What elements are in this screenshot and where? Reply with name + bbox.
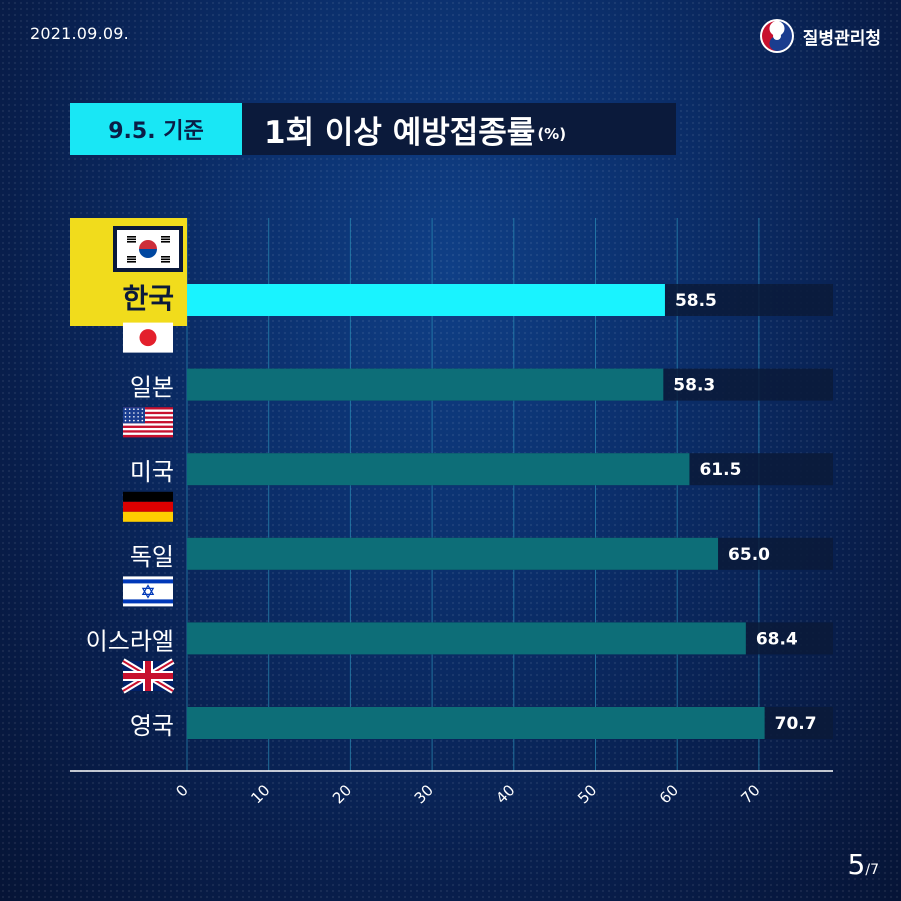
bar-value-label: 58.5 xyxy=(675,291,717,311)
bar xyxy=(187,284,665,316)
category-label: 독일 xyxy=(130,543,174,571)
reference-date-badge: 9.5. 기준 xyxy=(70,103,242,155)
category-label: 일본 xyxy=(130,374,174,402)
kdca-logo-icon xyxy=(759,19,794,53)
uk-flag-icon xyxy=(121,658,175,694)
x-tick-label: 60 xyxy=(656,781,682,807)
bar xyxy=(187,453,690,486)
x-tick-label: 50 xyxy=(574,781,600,807)
bar-value-label: 68.4 xyxy=(756,629,798,649)
bar-value-label: 61.5 xyxy=(699,460,741,480)
bar-value-label: 58.3 xyxy=(673,376,715,396)
page-current: 5 xyxy=(847,848,866,881)
title-box: 1회 이상 예방접종률 (%) xyxy=(242,103,676,155)
korea-flag-icon xyxy=(113,226,183,272)
x-tick-label: 30 xyxy=(411,781,437,807)
category-label: 한국 xyxy=(122,282,174,315)
x-tick-label: 70 xyxy=(737,781,763,807)
bar-value-label: 70.7 xyxy=(775,714,817,734)
x-tick-label: 0 xyxy=(172,781,191,800)
title-bar: 9.5. 기준 1회 이상 예방접종률 (%) xyxy=(70,103,676,155)
x-tick-label: 10 xyxy=(247,781,273,807)
category-label: 이스라엘 xyxy=(86,627,174,655)
release-date: 2021.09.09. xyxy=(30,24,129,43)
japan-flag-icon xyxy=(123,322,173,353)
brand: 질병관리청 xyxy=(759,18,881,54)
bar xyxy=(187,368,664,401)
bar xyxy=(187,622,746,655)
category-label: 영국 xyxy=(130,712,174,740)
x-tick-label: 40 xyxy=(492,781,518,807)
x-tick-label: 20 xyxy=(329,781,355,807)
bar-value-label: 65.0 xyxy=(728,545,770,565)
chart-title: 1회 이상 예방접종률 xyxy=(264,114,536,151)
bar xyxy=(187,537,719,570)
israel-flag-icon xyxy=(123,576,173,607)
category-label: 미국 xyxy=(130,458,174,486)
brand-name: 질병관리청 xyxy=(802,28,881,49)
usa-flag-icon xyxy=(123,407,173,438)
page-indicator: 5/7 xyxy=(848,848,879,881)
bar xyxy=(187,707,765,739)
page-total: /7 xyxy=(865,862,879,878)
chart-title-unit: (%) xyxy=(537,125,567,143)
germany-flag-icon xyxy=(123,491,173,522)
